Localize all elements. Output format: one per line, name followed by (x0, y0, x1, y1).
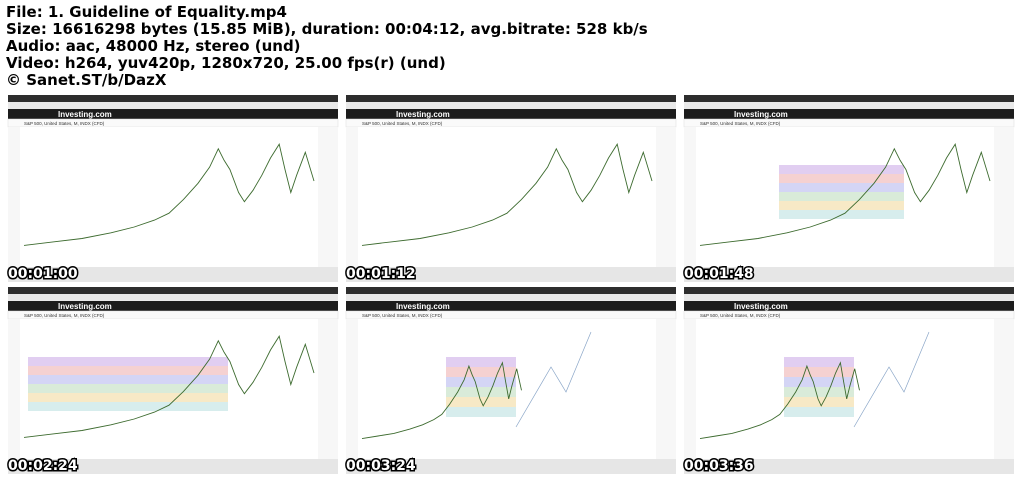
price-line (361, 143, 653, 246)
thumbnail: Investing.com S&P 500, United States, M, … (7, 95, 339, 284)
fib-zone (446, 407, 516, 417)
header-line: Video: h264, yuv420p, 1280x720, 25.00 fp… (6, 54, 446, 72)
fib-zone (779, 192, 904, 201)
price-axis (318, 319, 338, 459)
fib-zone (784, 377, 854, 387)
fib-zone (28, 357, 228, 366)
tool-column (8, 127, 20, 267)
header-line: File: 1. Guideline of Equality.mp4 (6, 3, 287, 21)
instrument-title: S&P 500, United States, M, INDX (CFD) (24, 313, 105, 318)
price-line (23, 335, 315, 438)
browser-chrome (684, 95, 1014, 102)
address-bar (684, 294, 1014, 301)
wave-sketch (515, 331, 592, 428)
price-axis (994, 127, 1014, 267)
wave-sketch (853, 331, 930, 428)
tool-column (684, 127, 696, 267)
address-bar (8, 102, 338, 109)
thumbnail: Investing.com S&P 500, United States, M, … (7, 287, 339, 476)
price-line (361, 361, 522, 440)
site-header (684, 109, 1014, 119)
fib-zone (784, 367, 854, 377)
timestamp: 00:02:24 (8, 458, 78, 474)
address-bar (346, 294, 676, 301)
footer-bar (684, 267, 1014, 282)
footer-bar (8, 267, 338, 282)
timestamp: 00:03:24 (346, 458, 416, 474)
site-header (684, 301, 1014, 311)
price-line (699, 361, 860, 440)
header-line: © Sanet.ST/b/DazX (6, 71, 167, 89)
browser-chrome (684, 287, 1014, 294)
browser-chrome (346, 287, 676, 294)
site-header (346, 301, 676, 311)
price-axis (656, 127, 676, 267)
address-bar (346, 102, 676, 109)
browser-chrome (8, 95, 338, 102)
browser-chrome (8, 287, 338, 294)
timestamp: 00:01:00 (8, 266, 78, 282)
site-logo: Investing.com (396, 302, 450, 311)
tool-column (346, 319, 358, 459)
fib-zone (28, 375, 228, 384)
thumbnail: Investing.com S&P 500, United States, M, … (345, 287, 677, 476)
thumbnail: Investing.com S&P 500, United States, M, … (683, 287, 1015, 476)
fib-zone (784, 407, 854, 417)
thumbnail: Investing.com S&P 500, United States, M, … (345, 95, 677, 284)
address-bar (8, 294, 338, 301)
tool-column (346, 127, 358, 267)
address-bar (684, 102, 1014, 109)
price-line (23, 143, 315, 246)
footer-bar (346, 267, 676, 282)
timestamp: 00:01:48 (684, 266, 754, 282)
browser-chrome (346, 95, 676, 102)
site-logo: Investing.com (734, 302, 788, 311)
fib-zone (28, 384, 228, 393)
header-line: Size: 16616298 bytes (15.85 MiB), durati… (6, 20, 648, 38)
fib-zone (446, 387, 516, 397)
thumbnail: Investing.com S&P 500, United States, M, … (683, 95, 1015, 284)
fib-zone (28, 393, 228, 402)
site-logo: Investing.com (396, 110, 450, 119)
instrument-title: S&P 500, United States, M, INDX (CFD) (700, 121, 781, 126)
price-axis (656, 319, 676, 459)
site-logo: Investing.com (58, 302, 112, 311)
header-line: Audio: aac, 48000 Hz, stereo (und) (6, 37, 301, 55)
fib-zone (28, 366, 228, 375)
timestamp: 00:03:36 (684, 458, 754, 474)
chart-area (20, 127, 318, 267)
site-header (8, 301, 338, 311)
site-header (8, 109, 338, 119)
price-axis (318, 127, 338, 267)
fib-zone (779, 174, 904, 183)
site-logo: Investing.com (734, 110, 788, 119)
tool-column (8, 319, 20, 459)
instrument-title: S&P 500, United States, M, INDX (CFD) (362, 313, 443, 318)
footer-bar (684, 459, 1014, 474)
footer-bar (8, 459, 338, 474)
instrument-title: S&P 500, United States, M, INDX (CFD) (24, 121, 105, 126)
fib-zone (446, 357, 516, 367)
price-axis (994, 319, 1014, 459)
instrument-title: S&P 500, United States, M, INDX (CFD) (362, 121, 443, 126)
chart-area (358, 127, 656, 267)
fib-zone (28, 402, 228, 411)
fib-zone (779, 165, 904, 174)
fib-zone (446, 377, 516, 387)
site-logo: Investing.com (58, 110, 112, 119)
tool-column (684, 319, 696, 459)
timestamp: 00:01:12 (346, 266, 416, 282)
instrument-title: S&P 500, United States, M, INDX (CFD) (700, 313, 781, 318)
fib-zone (784, 357, 854, 367)
fib-zone (784, 387, 854, 397)
footer-bar (346, 459, 676, 474)
price-line (699, 143, 991, 246)
fib-zone (779, 201, 904, 210)
fib-zone (779, 183, 904, 192)
site-header (346, 109, 676, 119)
fib-zone (446, 367, 516, 377)
